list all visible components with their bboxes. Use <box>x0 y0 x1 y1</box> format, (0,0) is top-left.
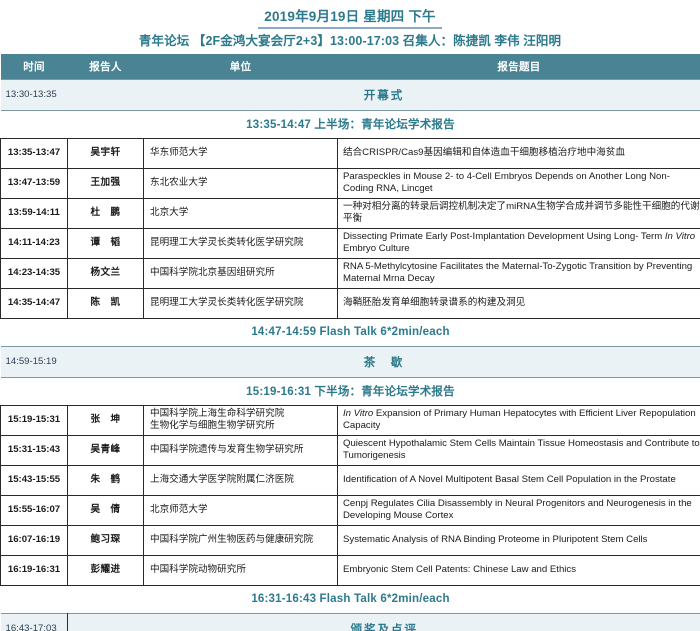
cell-organization: 昆明理工大学灵长类转化医学研究院 <box>143 227 338 259</box>
column-header-speaker: 报告人 <box>89 60 122 73</box>
table-row: 13:35-13:47 吴宇轩 华东师范大学 结合CRISPR/Cas9基因编辑和自体… <box>0 137 700 169</box>
cell-speaker: 张 坤 <box>67 404 144 436</box>
cell-title: Systematic Analysis of RNA Binding Prote… <box>337 524 700 556</box>
cell-organization: 中国科学院广州生物医药与健康研究院 <box>143 524 338 556</box>
session-banner-row: 15:19-16:31 下半场：青年论坛学术报告 <box>0 377 700 405</box>
table-row: 15:19-15:31 张 坤中国科学院上海生命科学研究院 生物化学与细胞生物学研究… <box>0 404 700 436</box>
cell-speaker: 吴青峰 <box>67 434 144 466</box>
cell-speaker: 陈 凯 <box>67 287 144 319</box>
column-header-time: 时间 <box>23 60 45 73</box>
cell-time: 13:35-13:47 <box>0 137 68 169</box>
highlight-row-label: 茶 歇 <box>67 345 700 378</box>
table-row: 16:19-16:31 彭耀进 中国科学院动物研究所 Embryonic Stem C… <box>0 554 700 586</box>
date-heading-wrap: 2019年9月19日 星期四 下午 <box>0 8 700 29</box>
table-row: 14:11-14:23 谭 韬昆明理工大学灵长类转化医学研究院 Dissecting… <box>0 227 700 259</box>
cell-time: 14:35-14:47 <box>0 287 68 319</box>
highlight-row-time: 13:30-13:35 <box>0 78 68 111</box>
cell-organization: 中国科学院遗传与发育生物学研究所 <box>143 434 338 466</box>
cell-time: 16:19-16:31 <box>0 554 68 586</box>
highlight-row-label: 颁奖及点评 <box>67 612 700 631</box>
highlight-row: 13:30-13:35 开幕式 <box>0 78 700 111</box>
table-row: 15:43-15:55 朱 鹤上海交通大学医学院附属仁济医院 Identificat… <box>0 464 700 496</box>
cell-title: In Vitro Expansion of Primary Human Hepa… <box>337 404 700 436</box>
session-banner-label: 15:19-16:31 下半场：青年论坛学术报告 <box>0 377 700 405</box>
session-banner-label: 14:47-14:59 Flash Talk 6*2min/each <box>0 318 700 346</box>
cell-organization: 上海交通大学医学院附属仁济医院 <box>143 464 338 496</box>
column-header-organization: 单位 <box>229 60 252 73</box>
session-banner-label: 13:35-14:47 上半场：青年论坛学术报告 <box>0 110 700 138</box>
cell-speaker: 朱 鹤 <box>67 464 144 496</box>
highlight-row: 16:43-17:03 颁奖及点评 <box>0 612 700 631</box>
table-row: 15:55-16:07 吴 倩北京师范大学 Cenpj Regulates Cili… <box>0 494 700 526</box>
cell-organization: 中国科学院动物研究所 <box>143 554 338 586</box>
cell-time: 15:31-15:43 <box>0 434 68 466</box>
cell-title: Dissecting Primate Early Post-Implantati… <box>337 227 700 259</box>
schedule-table: 时间 报告人 单位 报告题目 13:30-13:35 开幕式 13:35-14:47… <box>0 54 700 631</box>
cell-time: 15:19-15:31 <box>0 404 68 436</box>
cell-organization: 昆明理工大学灵长类转化医学研究院 <box>143 287 338 319</box>
cell-speaker: 吴 倩 <box>67 494 144 526</box>
cell-title: Cenpj Regulates Cilia Disassembly in Neu… <box>337 494 700 526</box>
cell-title: Embryonic Stem Cell Patents: Chinese Law… <box>337 554 700 586</box>
cell-time: 14:23-14:35 <box>0 257 68 289</box>
cell-time: 15:55-16:07 <box>0 494 68 526</box>
cell-time: 16:07-16:19 <box>0 524 68 556</box>
cell-organization: 东北农业大学 <box>143 167 338 199</box>
cell-organization: 北京大学 <box>143 197 338 229</box>
cell-speaker: 王加强 <box>67 167 144 199</box>
cell-title: Identification of A Novel Multipotent Ba… <box>337 464 700 496</box>
highlight-row-time: 14:59-15:19 <box>0 345 68 378</box>
session-banner-row: 16:31-16:43 Flash Talk 6*2min/each <box>0 585 700 613</box>
highlight-row: 14:59-15:19 茶 歇 <box>0 345 700 378</box>
table-row: 13:59-14:11 杜 鹏北京大学 一种对相分离的转录后调控机制决定了miRNA… <box>0 197 700 229</box>
cell-speaker: 杜 鹏 <box>67 197 144 229</box>
cell-speaker: 谭 韬 <box>67 227 144 259</box>
table-header-row: 时间 报告人 单位 报告题目 <box>0 54 700 79</box>
highlight-row-label: 开幕式 <box>67 78 700 111</box>
forum-heading: 青年论坛 【2F金鸿大宴会厅2+3】13:00-17:03 召集人：陈捷凯 李伟… <box>138 34 562 48</box>
cell-time: 13:59-14:11 <box>0 197 68 229</box>
cell-organization: 北京师范大学 <box>143 494 338 526</box>
table-row: 13:47-13:59 王加强 东北农业大学 Paraspeckles in Mous… <box>0 167 700 199</box>
cell-organization: 中国科学院北京基因组研究所 <box>143 257 338 289</box>
cell-title: RNA 5-Methylcytosine Facilitates the Mat… <box>337 257 700 289</box>
cell-speaker: 鲍习琛 <box>67 524 144 556</box>
table-row: 16:07-16:19 鲍习琛 中国科学院广州生物医药与健康研究院 Systemati… <box>0 524 700 556</box>
session-banner-row: 14:47-14:59 Flash Talk 6*2min/each <box>0 318 700 346</box>
cell-title: Quiescent Hypothalamic Stem Cells Mainta… <box>337 434 700 466</box>
cell-title: 海鞘胚胎发育单细胞转录谱系的构建及洞见 <box>337 287 700 319</box>
cell-organization: 中国科学院上海生命科学研究院 生物化学与细胞生物学研究所 <box>143 404 338 436</box>
cell-speaker: 吴宇轩 <box>67 137 144 169</box>
table-row: 14:35-14:47 陈 凯昆明理工大学灵长类转化医学研究院 海鞘胚胎发育单细胞转… <box>0 287 700 319</box>
column-header-title: 报告题目 <box>497 60 541 73</box>
cell-time: 13:47-13:59 <box>0 167 68 199</box>
title-block: 2019年9月19日 星期四 下午 青年论坛 【2F金鸿大宴会厅2+3】13:0… <box>0 0 700 50</box>
session-banner-label: 16:31-16:43 Flash Talk 6*2min/each <box>0 585 700 613</box>
cell-title: 结合CRISPR/Cas9基因编辑和自体造血干细胞移植治疗地中海贫血 <box>337 137 700 169</box>
cell-title: 一种对相分离的转录后调控机制决定了miRNA生物学合成并调节多能性干细胞的代谢平… <box>337 197 700 229</box>
cell-title: Paraspeckles in Mouse 2- to 4-Cell Embry… <box>337 167 700 199</box>
cell-speaker: 彭耀进 <box>67 554 144 586</box>
session-banner-row: 13:35-14:47 上半场：青年论坛学术报告 <box>0 110 700 138</box>
cell-time: 14:11-14:23 <box>0 227 68 259</box>
cell-speaker: 杨文兰 <box>67 257 144 289</box>
cell-organization: 华东师范大学 <box>143 137 338 169</box>
table-row: 14:23-14:35 杨文兰 中国科学院北京基因组研究所 RNA 5-Methylc… <box>0 257 700 289</box>
date-heading: 2019年9月19日 星期四 下午 <box>258 8 442 29</box>
schedule-body: 13:30-13:35 开幕式 13:35-14:47 上半场：青年论坛学术报告 13… <box>0 78 700 631</box>
cell-time: 15:43-15:55 <box>0 464 68 496</box>
highlight-row-time: 16:43-17:03 <box>0 612 68 631</box>
table-row: 15:31-15:43 吴青峰 中国科学院遗传与发育生物学研究所 Quiescent … <box>0 434 700 466</box>
